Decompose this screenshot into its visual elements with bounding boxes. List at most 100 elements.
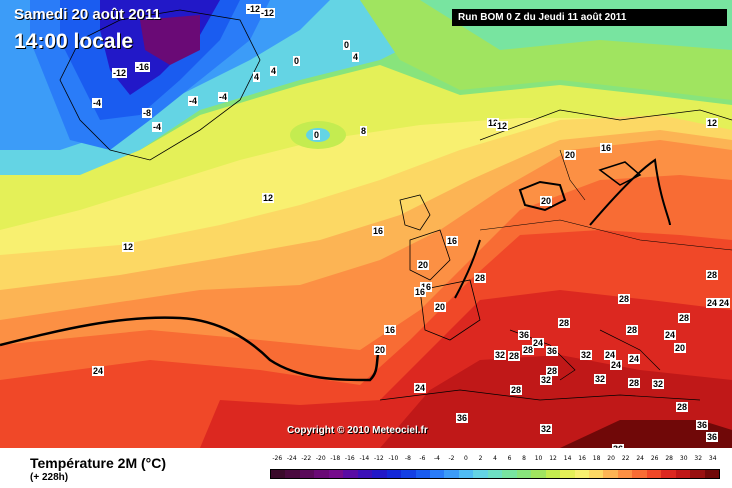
isotherm-label: 36 [518,330,531,340]
isotherm-label: 32 [494,350,507,360]
isotherm-label: -4 [92,98,103,108]
isotherm-label: 28 [626,325,639,335]
scale-tick-label: 12 [549,455,557,462]
scale-tick-label: 18 [592,455,601,462]
isotherm-label: 4 [253,72,261,82]
isotherm-label: 12 [122,242,135,252]
forecast-time: 14:00 locale [14,30,134,53]
isotherm-label: 28 [510,385,523,395]
scale-tick-label: 26 [650,455,659,462]
isotherm-label: 28 [508,351,521,361]
isotherm-label: 24 [604,350,617,360]
isotherm-label: 28 [558,318,571,328]
isotherm-label: 36 [696,420,709,430]
isotherm-label: 28 [628,378,641,388]
scale-swatch [357,470,373,478]
isotherm-label: -12 [260,8,276,18]
isotherm-label: 16 [446,236,459,246]
scale-tick-label: 22 [621,455,630,462]
isotherm-label: 36 [546,346,559,356]
isotherm-label: 20 [674,343,687,353]
isotherm-label: 20 [540,196,553,206]
copyright-text: Copyright © 2010 Meteociel.fr [287,425,428,436]
isotherm-label: 32 [580,350,593,360]
isotherm-label: 24 [664,330,677,340]
isotherm-label: 36 [612,444,625,448]
scale-swatch [588,470,604,478]
color-scale-ticks: -26 -24 -22 -20 -18 -16 -14 -12 -10 -8 -6 -4 -2 0 2 4 6 8… [270,455,720,462]
isotherm-label: 20 [417,260,430,270]
isotherm-label: -12 [112,68,128,78]
isotherm-label: 24 [532,338,545,348]
isotherm-label: 24 [706,298,719,308]
isotherm-label: 24 [92,366,105,376]
forecast-date: Samedi 20 août 2011 [14,6,161,23]
legend-title: Température 2M (°C) [30,455,167,471]
isotherm-label: 4 [270,66,278,76]
scale-swatch [560,470,575,478]
isotherm-label: -4 [188,96,199,106]
isotherm-label: 28 [546,366,559,376]
scale-swatch [343,470,358,478]
scale-swatch [444,470,459,478]
scale-swatch [516,470,532,478]
isotherm-label: 24 [610,360,623,370]
scale-tick-label: -12 [373,455,384,462]
scale-tick-label: -6 [419,455,426,462]
isotherm-label: 32 [594,374,607,384]
scale-swatch [415,470,430,478]
scale-swatch [704,470,720,478]
isotherm-label: 12 [487,118,500,128]
isotherm-label: -4 [152,122,163,132]
isotherm-label: 20 [564,150,577,160]
scale-tick-label: 24 [636,455,644,462]
isotherm-label: 16 [600,143,613,153]
scale-swatch [372,470,387,478]
isotherm-label: 16 [414,287,427,297]
isotherm-label: -16 [135,62,151,72]
scale-swatch [314,470,329,478]
scale-tick-label: -10 [388,455,399,462]
scale-swatch [487,470,503,478]
isotherm-label: 16 [384,325,397,335]
color-scale-bar [270,469,720,479]
scale-swatch [429,470,445,478]
isotherm-label: 28 [474,273,487,283]
scale-swatch [401,470,416,478]
scale-swatch [632,470,647,478]
isotherm-label: 0 [313,130,321,140]
isotherm-label: 36 [456,413,469,423]
isotherm-label: 16 [372,226,385,236]
scale-tick-label: 34 [708,455,717,462]
isotherm-label: 32 [652,379,665,389]
isotherm-label: 28 [678,313,691,323]
scale-swatch [473,470,488,478]
scale-swatch [617,470,633,478]
scale-tick-label: -14 [359,455,370,462]
scale-tick-label: -24 [286,455,297,462]
scale-swatch [285,470,300,478]
isotherm-label: 24 [628,354,641,364]
legend-subtitle: (+ 228h) [30,472,69,483]
scale-tick-label: 16 [578,455,586,462]
scale-tick-label: 4 [493,455,497,462]
isotherm-label: 32 [540,375,553,385]
scale-tick-label: -22 [301,455,312,462]
scale-swatch [675,470,691,478]
scale-tick-label: 6 [507,455,512,462]
scale-tick-label: 20 [607,455,615,462]
scale-tick-label: 14 [563,455,572,462]
temperature-field [0,0,732,448]
scale-swatch [545,470,561,478]
scale-swatch [386,470,402,478]
scale-tick-label: -8 [404,455,411,462]
isotherm-label: 12 [706,118,719,128]
scale-tick-label: 28 [665,455,673,462]
isotherm-label: 28 [618,294,631,304]
scale-swatch [271,470,286,478]
scale-tick-label: -18 [330,455,341,462]
run-info: Run BOM 0 Z du Jeudi 11 août 2011 [452,9,727,26]
scale-swatch [690,470,705,478]
isotherm-label: 28 [706,270,719,280]
